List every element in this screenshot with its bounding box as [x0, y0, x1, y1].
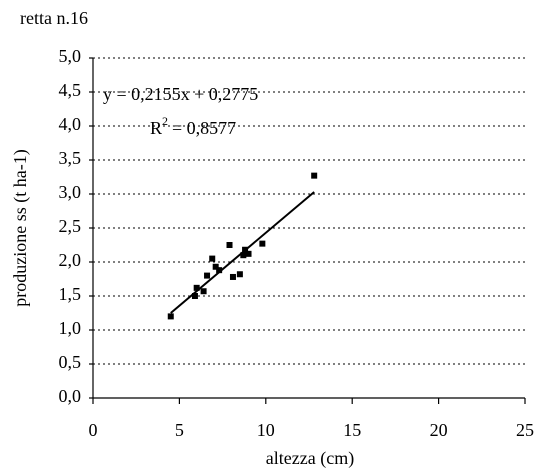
y-tick-label: 4,0 [59, 114, 82, 134]
trend-equation: y = 0,2155x + 0,2775 [103, 84, 258, 104]
chart-title: retta n.16 [20, 8, 88, 28]
data-point [245, 250, 252, 257]
data-point [226, 242, 233, 248]
y-tick-label: 1,0 [59, 318, 82, 338]
data-point [200, 288, 207, 295]
data-point [242, 246, 249, 253]
r-squared: R2 = 0,8577 [150, 114, 236, 138]
x-tick-label: 10 [257, 420, 275, 440]
x-tick-label: 20 [430, 420, 448, 440]
y-tick-label: 0,5 [59, 352, 82, 372]
y-tick-label: 5,0 [59, 46, 82, 66]
r-squared-symbol: R [150, 118, 162, 138]
data-point [259, 240, 266, 247]
data-point [311, 172, 318, 179]
data-point [240, 252, 247, 259]
y-tick-label: 0,0 [59, 386, 82, 406]
x-tick-label: 5 [175, 420, 184, 440]
y-tick-label: 1,5 [59, 284, 82, 304]
x-tick-label: 25 [516, 420, 534, 440]
data-point [216, 267, 223, 274]
data-point [209, 255, 216, 262]
x-axis-label: altezza (cm) [266, 448, 354, 469]
y-tick-label: 2,5 [59, 216, 82, 236]
data-point [212, 263, 219, 270]
y-tick-label: 3,0 [59, 182, 82, 202]
data-point [191, 293, 198, 299]
data-point [236, 271, 243, 278]
y-axis-label: produzione ss (t ha-1) [10, 149, 31, 306]
data-point [229, 273, 236, 280]
data-point [193, 284, 200, 291]
x-tick-label: 0 [89, 420, 98, 440]
r-squared-value: = 0,8577 [172, 118, 236, 138]
data-point [167, 313, 174, 320]
x-tick-label: 15 [343, 420, 361, 440]
r-squared-sup: 2 [162, 114, 168, 128]
y-tick-label: 3,5 [59, 148, 82, 168]
y-tick-label: 2,0 [59, 250, 82, 270]
y-tick-label: 4,5 [59, 80, 82, 100]
data-point [204, 272, 211, 279]
